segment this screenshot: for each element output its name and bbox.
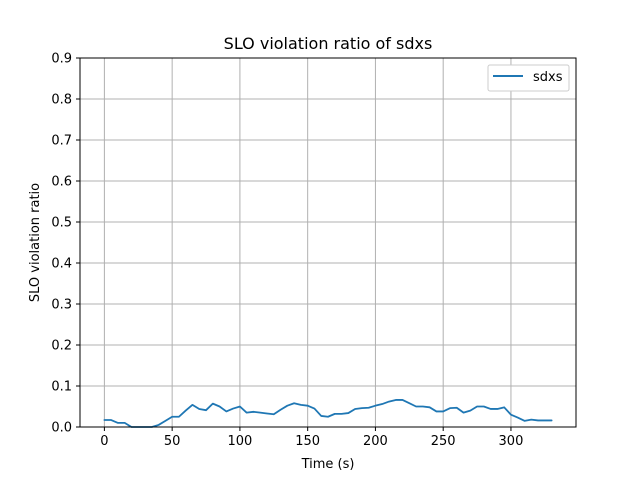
x-tick-label: 200 bbox=[363, 434, 388, 449]
y-tick-label: 0.8 bbox=[51, 93, 72, 108]
x-tick-label: 250 bbox=[431, 434, 456, 449]
legend: sdxs bbox=[487, 64, 570, 92]
y-tick-label: 0.6 bbox=[51, 175, 72, 190]
plot-frame bbox=[79, 57, 577, 428]
y-gridlines bbox=[80, 57, 576, 428]
x-axis-ticks: 0 50 100 150 200 250 300 bbox=[100, 427, 523, 449]
legend-label-sdxs: sdxs bbox=[533, 70, 563, 85]
chart-title: SLO violation ratio of sdxs bbox=[224, 34, 433, 53]
series-layer bbox=[103, 399, 553, 428]
y-tick-label: 0.4 bbox=[51, 257, 72, 272]
y-tick-label: 0.2 bbox=[51, 339, 72, 354]
y-axis-label: SLO violation ratio bbox=[28, 183, 43, 302]
series-line-sdxs bbox=[103, 399, 553, 428]
x-gridlines bbox=[103, 58, 512, 427]
legend-box bbox=[487, 64, 570, 92]
x-tick-label: 150 bbox=[295, 434, 320, 449]
x-tick-label: 50 bbox=[164, 434, 181, 449]
y-tick-label: 0.7 bbox=[51, 134, 72, 149]
y-tick-label: 0.0 bbox=[51, 421, 72, 436]
y-tick-label: 0.1 bbox=[51, 380, 72, 395]
x-axis-label: Time (s) bbox=[301, 457, 355, 472]
x-tick-label: 100 bbox=[227, 434, 252, 449]
x-tick-label: 0 bbox=[100, 434, 108, 449]
y-tick-label: 0.5 bbox=[51, 216, 72, 231]
x-tick-label: 300 bbox=[499, 434, 524, 449]
y-tick-label: 0.9 bbox=[51, 52, 72, 67]
y-tick-label: 0.3 bbox=[51, 298, 72, 313]
y-axis-ticks: 0.0 0.1 0.2 0.3 0.4 0.5 0.6 0.7 0.8 0.9 bbox=[51, 52, 80, 436]
